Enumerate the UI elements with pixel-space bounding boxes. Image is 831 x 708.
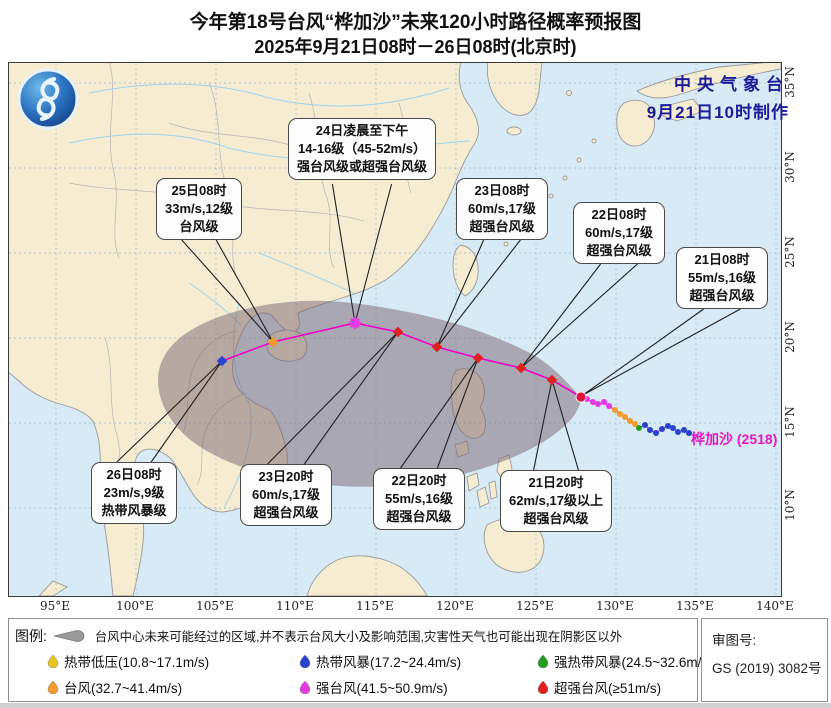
- issue-time: 9月21日10时制作: [646, 103, 789, 122]
- land-jeju: [506, 126, 522, 136]
- land-kyushu: [616, 99, 655, 147]
- forecast-callout-22d08: 22日08时 60m/s,17级 超强台风级: [573, 202, 665, 264]
- forecast-callout-23d08: 23日08时 60m/s,17级 超强台风级: [456, 178, 548, 240]
- lon-tick-label: 100°E: [116, 599, 154, 613]
- typhoon-icon: [47, 680, 59, 694]
- lat-tick-label: 30°N: [783, 151, 797, 183]
- lon-tick-label: 135°E: [676, 599, 714, 613]
- legend-title: 图例:: [15, 628, 47, 644]
- forecast-callout-24d: 24日凌晨至下午 14-16级（45-52m/s） 强台风级或超强台风级: [288, 118, 436, 180]
- legend-item-super-ty: 超强台风(≥51m/s): [537, 677, 661, 697]
- bottom-gray-strip: [0, 703, 831, 708]
- agency-watermark: 中央气象台 9月21日10时制作: [647, 70, 789, 123]
- lat-tick-label: 25°N: [783, 236, 797, 268]
- cma-logo: [17, 68, 79, 130]
- page-subtitle: 2025年9月21日08时－26日08时(北京时): [254, 37, 577, 57]
- agency-name: 中央气象台: [674, 75, 789, 94]
- license-number: GS (2019) 3082号: [712, 661, 822, 676]
- legend-item-sts: 强热带风暴(24.5~32.6m/s): [537, 651, 713, 671]
- forecast-callout-23d20: 23日20时 60m/s,17级 超强台风级: [240, 464, 332, 526]
- lon-tick-label: 125°E: [516, 599, 554, 613]
- license-label: 审图号:: [712, 633, 757, 648]
- lon-tick-label: 105°E: [196, 599, 234, 613]
- page-title: 今年第18号台风“桦加沙”未来120小时路径概率预报图: [189, 12, 642, 33]
- tropical-depression-icon: [47, 654, 59, 668]
- cone-icon: [53, 630, 85, 642]
- legend-cone-text: 台风中心未来可能经过的区域,并不表示台风大小及影响范围,灾害性天气也可能出现在阴…: [94, 630, 623, 644]
- forecast-callout-21d08: 21日08时 55m/s,16级 超强台风级: [676, 247, 768, 309]
- land-negros: [476, 486, 490, 508]
- severe-tropical-storm-icon: [537, 654, 549, 668]
- lon-tick-label: 95°E: [39, 599, 71, 613]
- map-license-box: 审图号: GS (2019) 3082号: [701, 618, 828, 702]
- storm-name-label: 桦加沙 (2518): [691, 431, 778, 447]
- legend-panel: 图例: 台风中心未来可能经过的区域,并不表示台风大小及影响范围,灾害性天气也可能…: [8, 618, 713, 702]
- lon-tick-label: 110°E: [276, 599, 314, 613]
- land-borneo: [306, 555, 428, 596]
- legend-item-ts: 热带风暴(17.2~24.4m/s): [299, 651, 461, 671]
- legend-item-ty: 台风(32.7~41.4m/s): [47, 677, 182, 697]
- forecast-callout-22d20: 22日20时 55m/s,16级 超强台风级: [373, 468, 465, 530]
- lon-tick-label: 115°E: [356, 599, 394, 613]
- land-sumatra-tip: [38, 580, 68, 596]
- legend-item-td: 热带低压(10.8~17.1m/s): [47, 651, 209, 671]
- super-typhoon-icon: [537, 680, 549, 694]
- lon-tick-label: 130°E: [596, 599, 634, 613]
- lat-tick-label: 35°N: [783, 66, 797, 98]
- forecast-callout-26d08: 26日08时 23m/s,9级 热带风暴级: [91, 462, 177, 524]
- lon-tick-label: 120°E: [436, 599, 474, 613]
- land-shikoku: [660, 98, 704, 122]
- severe-typhoon-icon: [299, 680, 311, 694]
- legend-cone-row: 图例: 台风中心未来可能经过的区域,并不表示台风大小及影响范围,灾害性天气也可能…: [15, 626, 622, 646]
- lat-tick-label: 15°N: [783, 406, 797, 438]
- lat-tick-label: 20°N: [783, 321, 797, 353]
- tropical-storm-icon: [299, 654, 311, 668]
- forecast-callout-25d08: 25日08时 33m/s,12级 台风级: [156, 178, 242, 240]
- land-honshu: [636, 63, 781, 99]
- lat-tick-label: 10°N: [783, 489, 797, 521]
- forecast-callout-21d20: 21日20时 62m/s,17级以上 超强台风级: [500, 470, 612, 532]
- land-hainan: [266, 329, 308, 362]
- lon-tick-label: 140°E: [756, 599, 794, 613]
- legend-item-sty: 强台风(41.5~50.9m/s): [299, 677, 448, 697]
